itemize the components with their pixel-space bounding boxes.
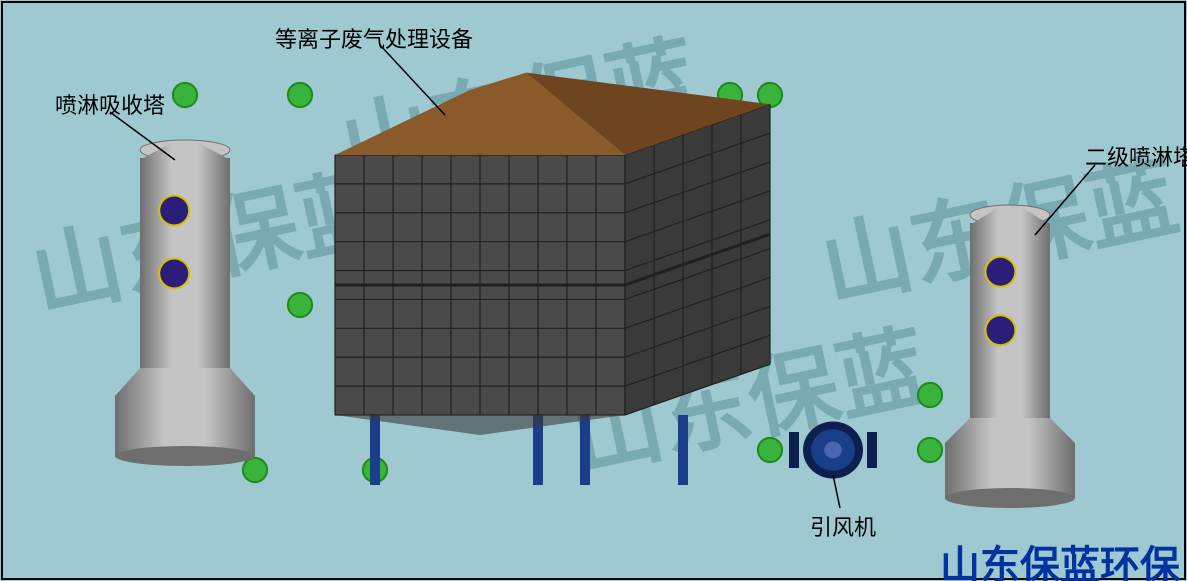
brand-text: 山东保蓝环保	[940, 533, 1180, 581]
label-tower2: 二级喷淋塔	[1085, 140, 1187, 172]
label-plasma: 等离子废气处理设备	[275, 22, 473, 54]
label-tower1: 喷淋吸收塔	[55, 88, 165, 120]
label-fan: 引风机	[810, 510, 876, 542]
